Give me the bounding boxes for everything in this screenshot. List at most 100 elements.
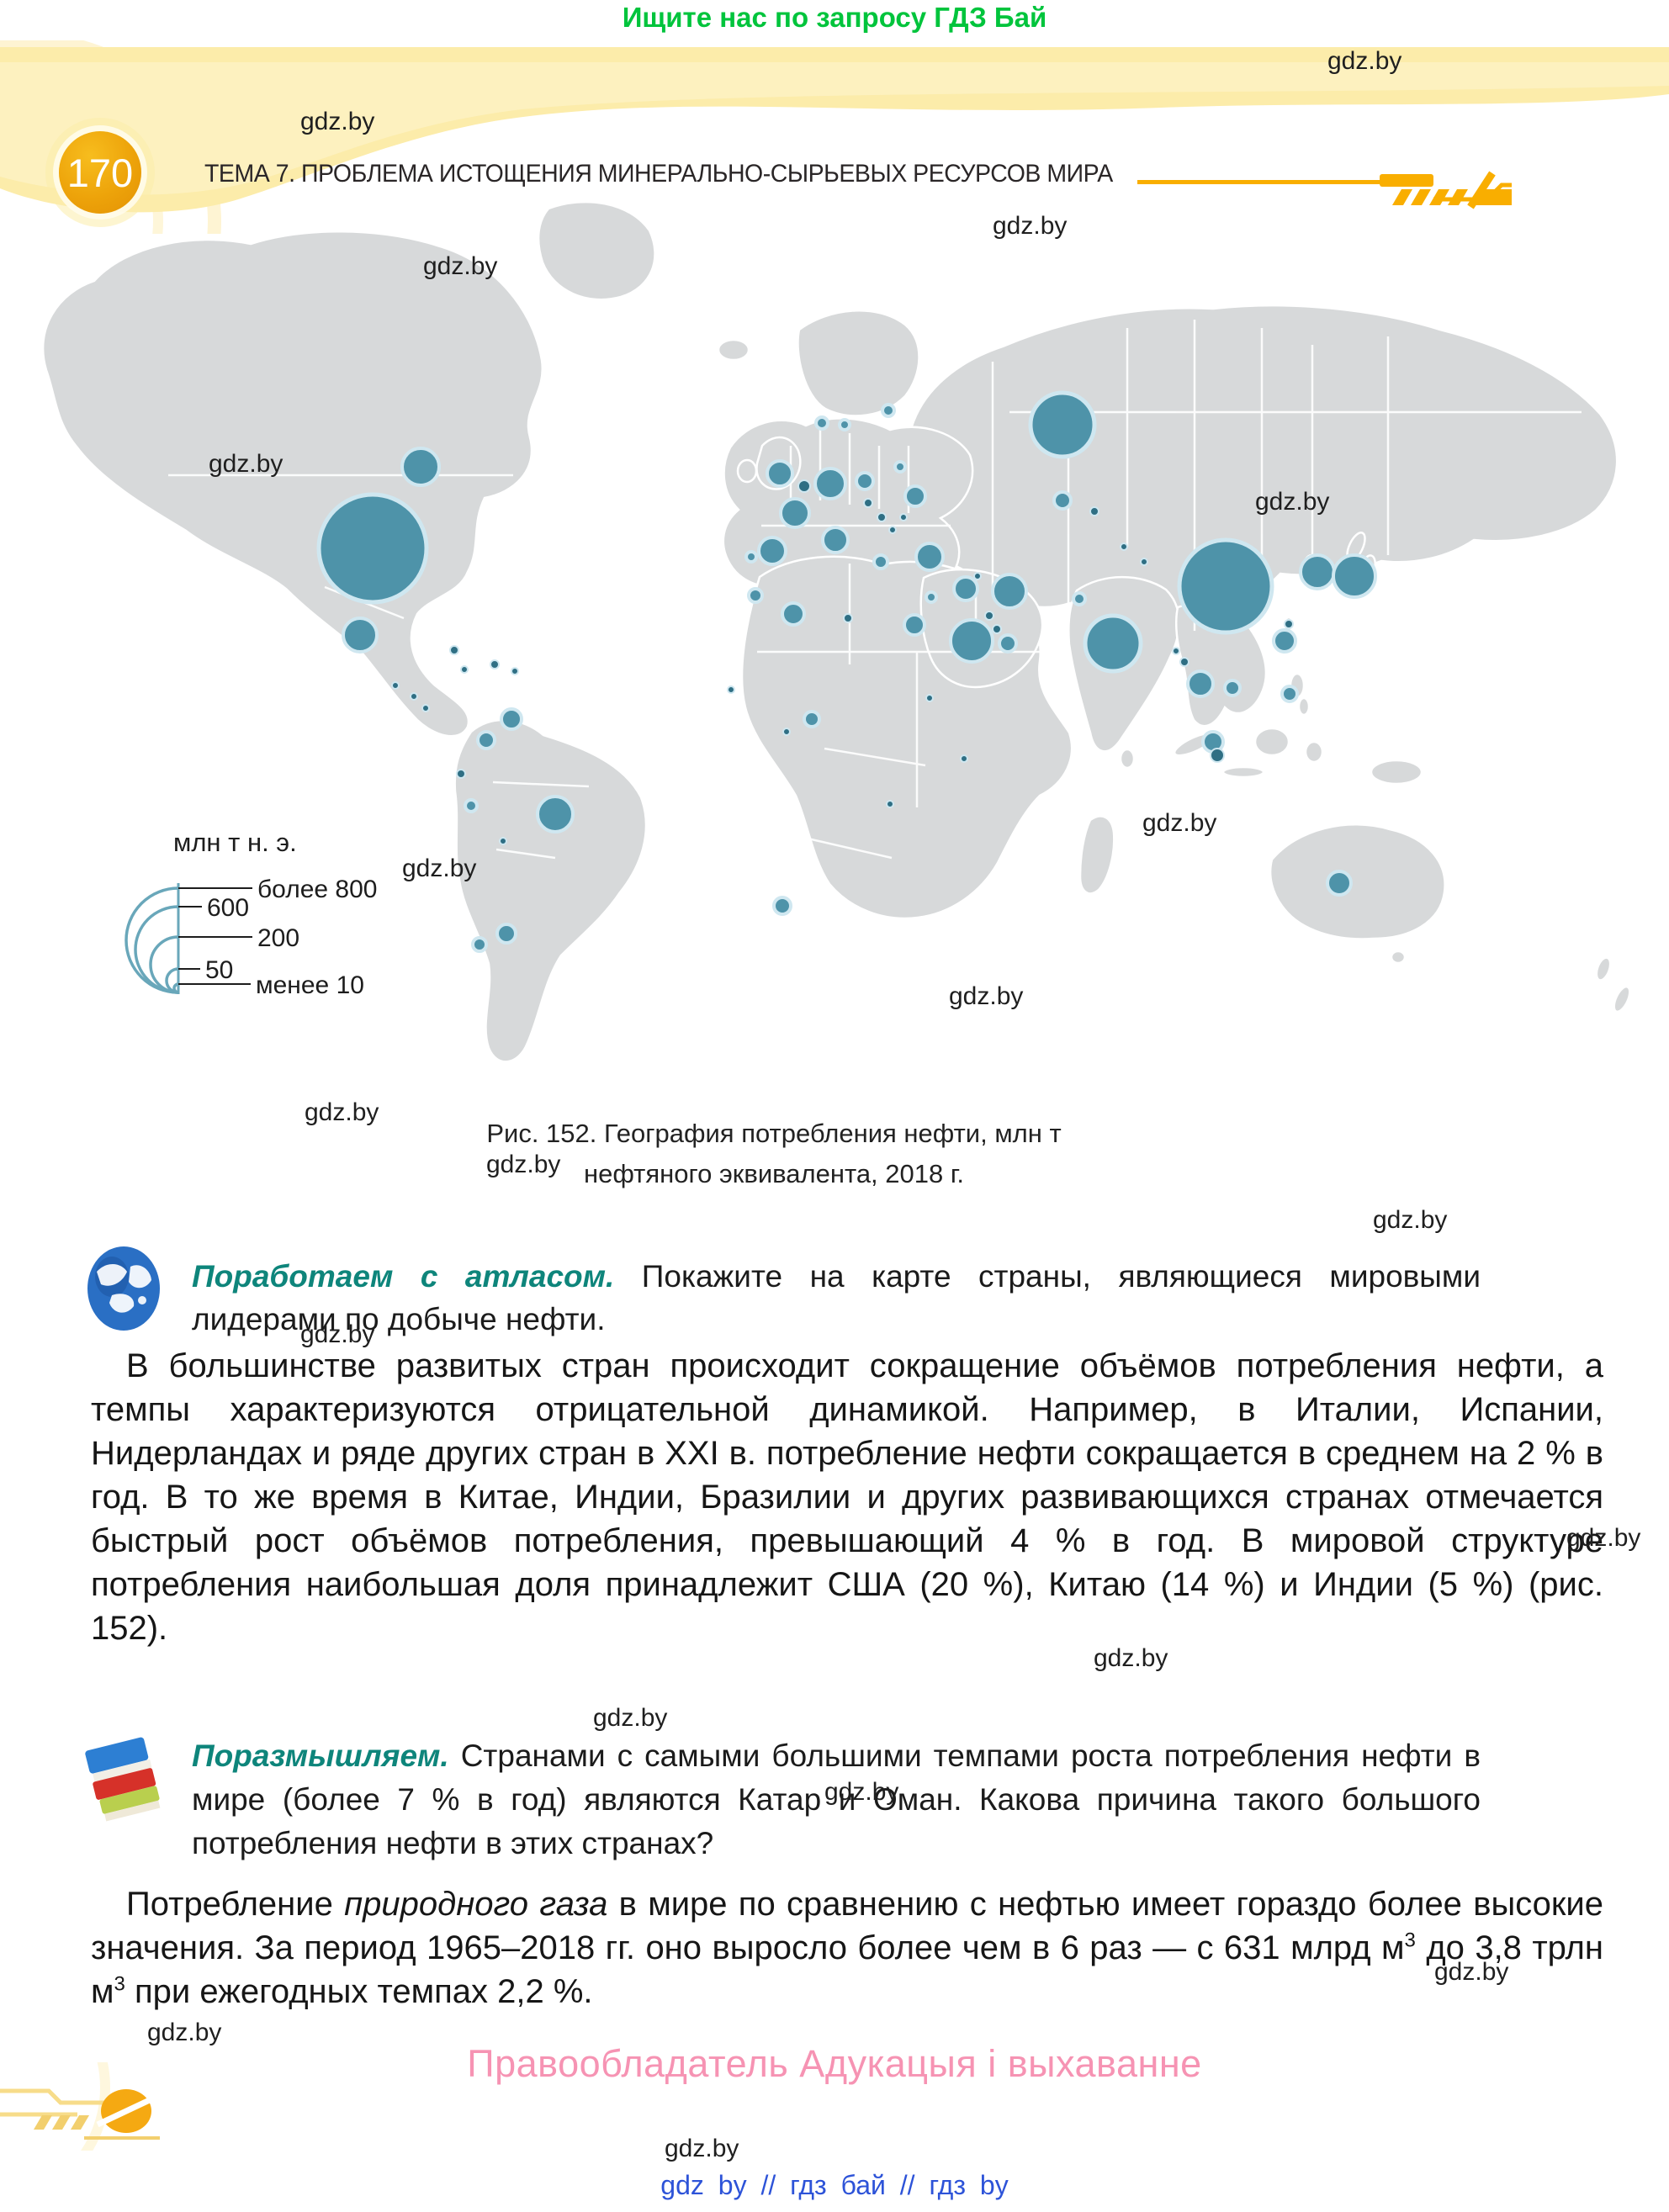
- consumption-circle: [1052, 490, 1073, 511]
- watermark: gdz.by: [486, 1151, 561, 1178]
- consumption-dot: [1172, 647, 1180, 655]
- header-decoration: [1137, 171, 1512, 209]
- globe-icon: [87, 1246, 160, 1331]
- consumption-dots: [391, 479, 1294, 845]
- think-lead: Поразмышляем.: [192, 1738, 449, 1773]
- consumption-circle: [1177, 537, 1274, 635]
- watermark: gdz.by: [1327, 47, 1402, 75]
- consumption-circle: [814, 415, 829, 431]
- watermark: gdz.by: [402, 855, 477, 882]
- consumption-dot: [1120, 542, 1128, 551]
- consumption-circle: [471, 936, 488, 953]
- promo-note: Ищите нас по запросу ГДЗ Бай: [622, 2, 1047, 33]
- legend-circle: [172, 982, 179, 994]
- consumption-dot: [1284, 619, 1294, 629]
- text-segment: природного газа: [344, 1886, 608, 1923]
- page-number-badge: 170: [59, 131, 141, 214]
- consumption-dot: [421, 704, 430, 712]
- atlas-lead: Поработаем с атласом.: [192, 1259, 615, 1294]
- consumption-dot: [1089, 506, 1099, 516]
- books-icon: [85, 1737, 161, 1822]
- consumption-circle: [476, 730, 496, 750]
- consumption-circle: [757, 536, 787, 566]
- text-segment: Потребление: [126, 1886, 345, 1923]
- paragraph-oil: В большинстве развитых стран происходит …: [91, 1347, 1603, 1647]
- consumption-circle: [949, 618, 994, 664]
- watermark: gdz.by: [1434, 1958, 1509, 1986]
- consumption-dot: [992, 624, 1002, 634]
- watermark: gdz.by: [665, 2135, 739, 2162]
- watermark: gdz.by: [423, 252, 498, 280]
- consumption-circle: [821, 526, 850, 554]
- consumption-dot: [843, 613, 853, 623]
- consumption-circle: [903, 613, 926, 637]
- consumption-dot: [511, 667, 519, 675]
- text-segment: 3: [114, 1972, 125, 1996]
- consumption-circle: [881, 403, 896, 418]
- legend-label: 600: [207, 894, 249, 922]
- legend-circle: [165, 967, 179, 994]
- consumption-circle: [1083, 613, 1143, 674]
- figure-caption-line2: нефтяного эквивалента, 2018 г.: [583, 1159, 964, 1188]
- consumption-dot: [1140, 558, 1148, 566]
- consumption-dot: [391, 681, 400, 690]
- consumption-circle: [855, 471, 875, 491]
- consumption-dot: [456, 769, 466, 779]
- consumption-dot: [886, 800, 894, 808]
- legend-label: более 800: [257, 876, 377, 903]
- consumption-circle: [1186, 669, 1215, 698]
- consumption-dot: [863, 498, 873, 508]
- consumption-dot: [984, 611, 994, 621]
- text-segment: в мире по сравнению с нефтью имеет гораз…: [91, 1886, 1604, 1966]
- consumption-circle: [1072, 591, 1087, 606]
- consumption-dot: [960, 754, 968, 763]
- watermark: gdz.by: [1566, 1524, 1641, 1552]
- legend-label: менее 10: [256, 971, 364, 999]
- consumption-dot: [925, 694, 934, 702]
- consumption-circle: [914, 542, 945, 572]
- consumption-circle: [1332, 553, 1377, 599]
- consumption-dot: [410, 692, 418, 701]
- consumption-dot: [888, 526, 897, 534]
- consumption-circle: [1326, 870, 1353, 897]
- consumption-circle: [925, 590, 938, 604]
- consumption-circle: [813, 467, 847, 500]
- consumption-circle: [952, 575, 979, 602]
- consumption-circle: [991, 573, 1028, 610]
- legend-circle: [134, 905, 179, 994]
- legend-circle: [149, 935, 179, 994]
- watermark: gdz.by: [1094, 1644, 1168, 1672]
- consumption-circle: [464, 798, 479, 813]
- legend-title: млн т н. э.: [173, 828, 297, 857]
- world-map: более 800 600 200 50 менее 10 млн т н. э.: [41, 200, 1631, 1063]
- consumption-dot: [899, 513, 908, 521]
- consumption-dot: [1210, 748, 1225, 763]
- consumption-circle: [536, 795, 575, 833]
- consumption-circle: [779, 497, 811, 529]
- consumption-circle: [342, 617, 379, 654]
- consumption-circle: [744, 550, 758, 564]
- consumption-dot: [877, 512, 887, 522]
- consumption-circle: [903, 484, 927, 508]
- consumption-circle: [772, 896, 792, 916]
- consumption-circle: [998, 633, 1018, 654]
- watermark: gdz.by: [209, 450, 283, 478]
- watermark: gdz.by: [300, 1320, 375, 1348]
- atlas-task: Поработаем с атласом. Покажите на карте …: [192, 1255, 1481, 1341]
- footer-links[interactable]: gdz by // гдз бай // гдз by: [660, 2170, 1009, 2200]
- consumption-circles: [316, 390, 1377, 953]
- watermark: gdz.by: [1373, 1206, 1448, 1234]
- watermark: gdz.by: [147, 2019, 222, 2046]
- copyright-line: Правообладатель Адукацыя і выхаванне: [467, 2042, 1202, 2085]
- consumption-circle: [500, 707, 523, 731]
- consumption-circle: [872, 553, 889, 570]
- watermark: gdz.by: [593, 1704, 668, 1732]
- consumption-dot: [490, 659, 500, 669]
- watermark: gdz.by: [949, 982, 1024, 1010]
- consumption-circle: [400, 447, 441, 487]
- consumption-circle: [803, 710, 821, 728]
- consumption-dot: [782, 728, 791, 736]
- consumption-circle: [1028, 390, 1097, 459]
- consumption-circle: [893, 460, 907, 474]
